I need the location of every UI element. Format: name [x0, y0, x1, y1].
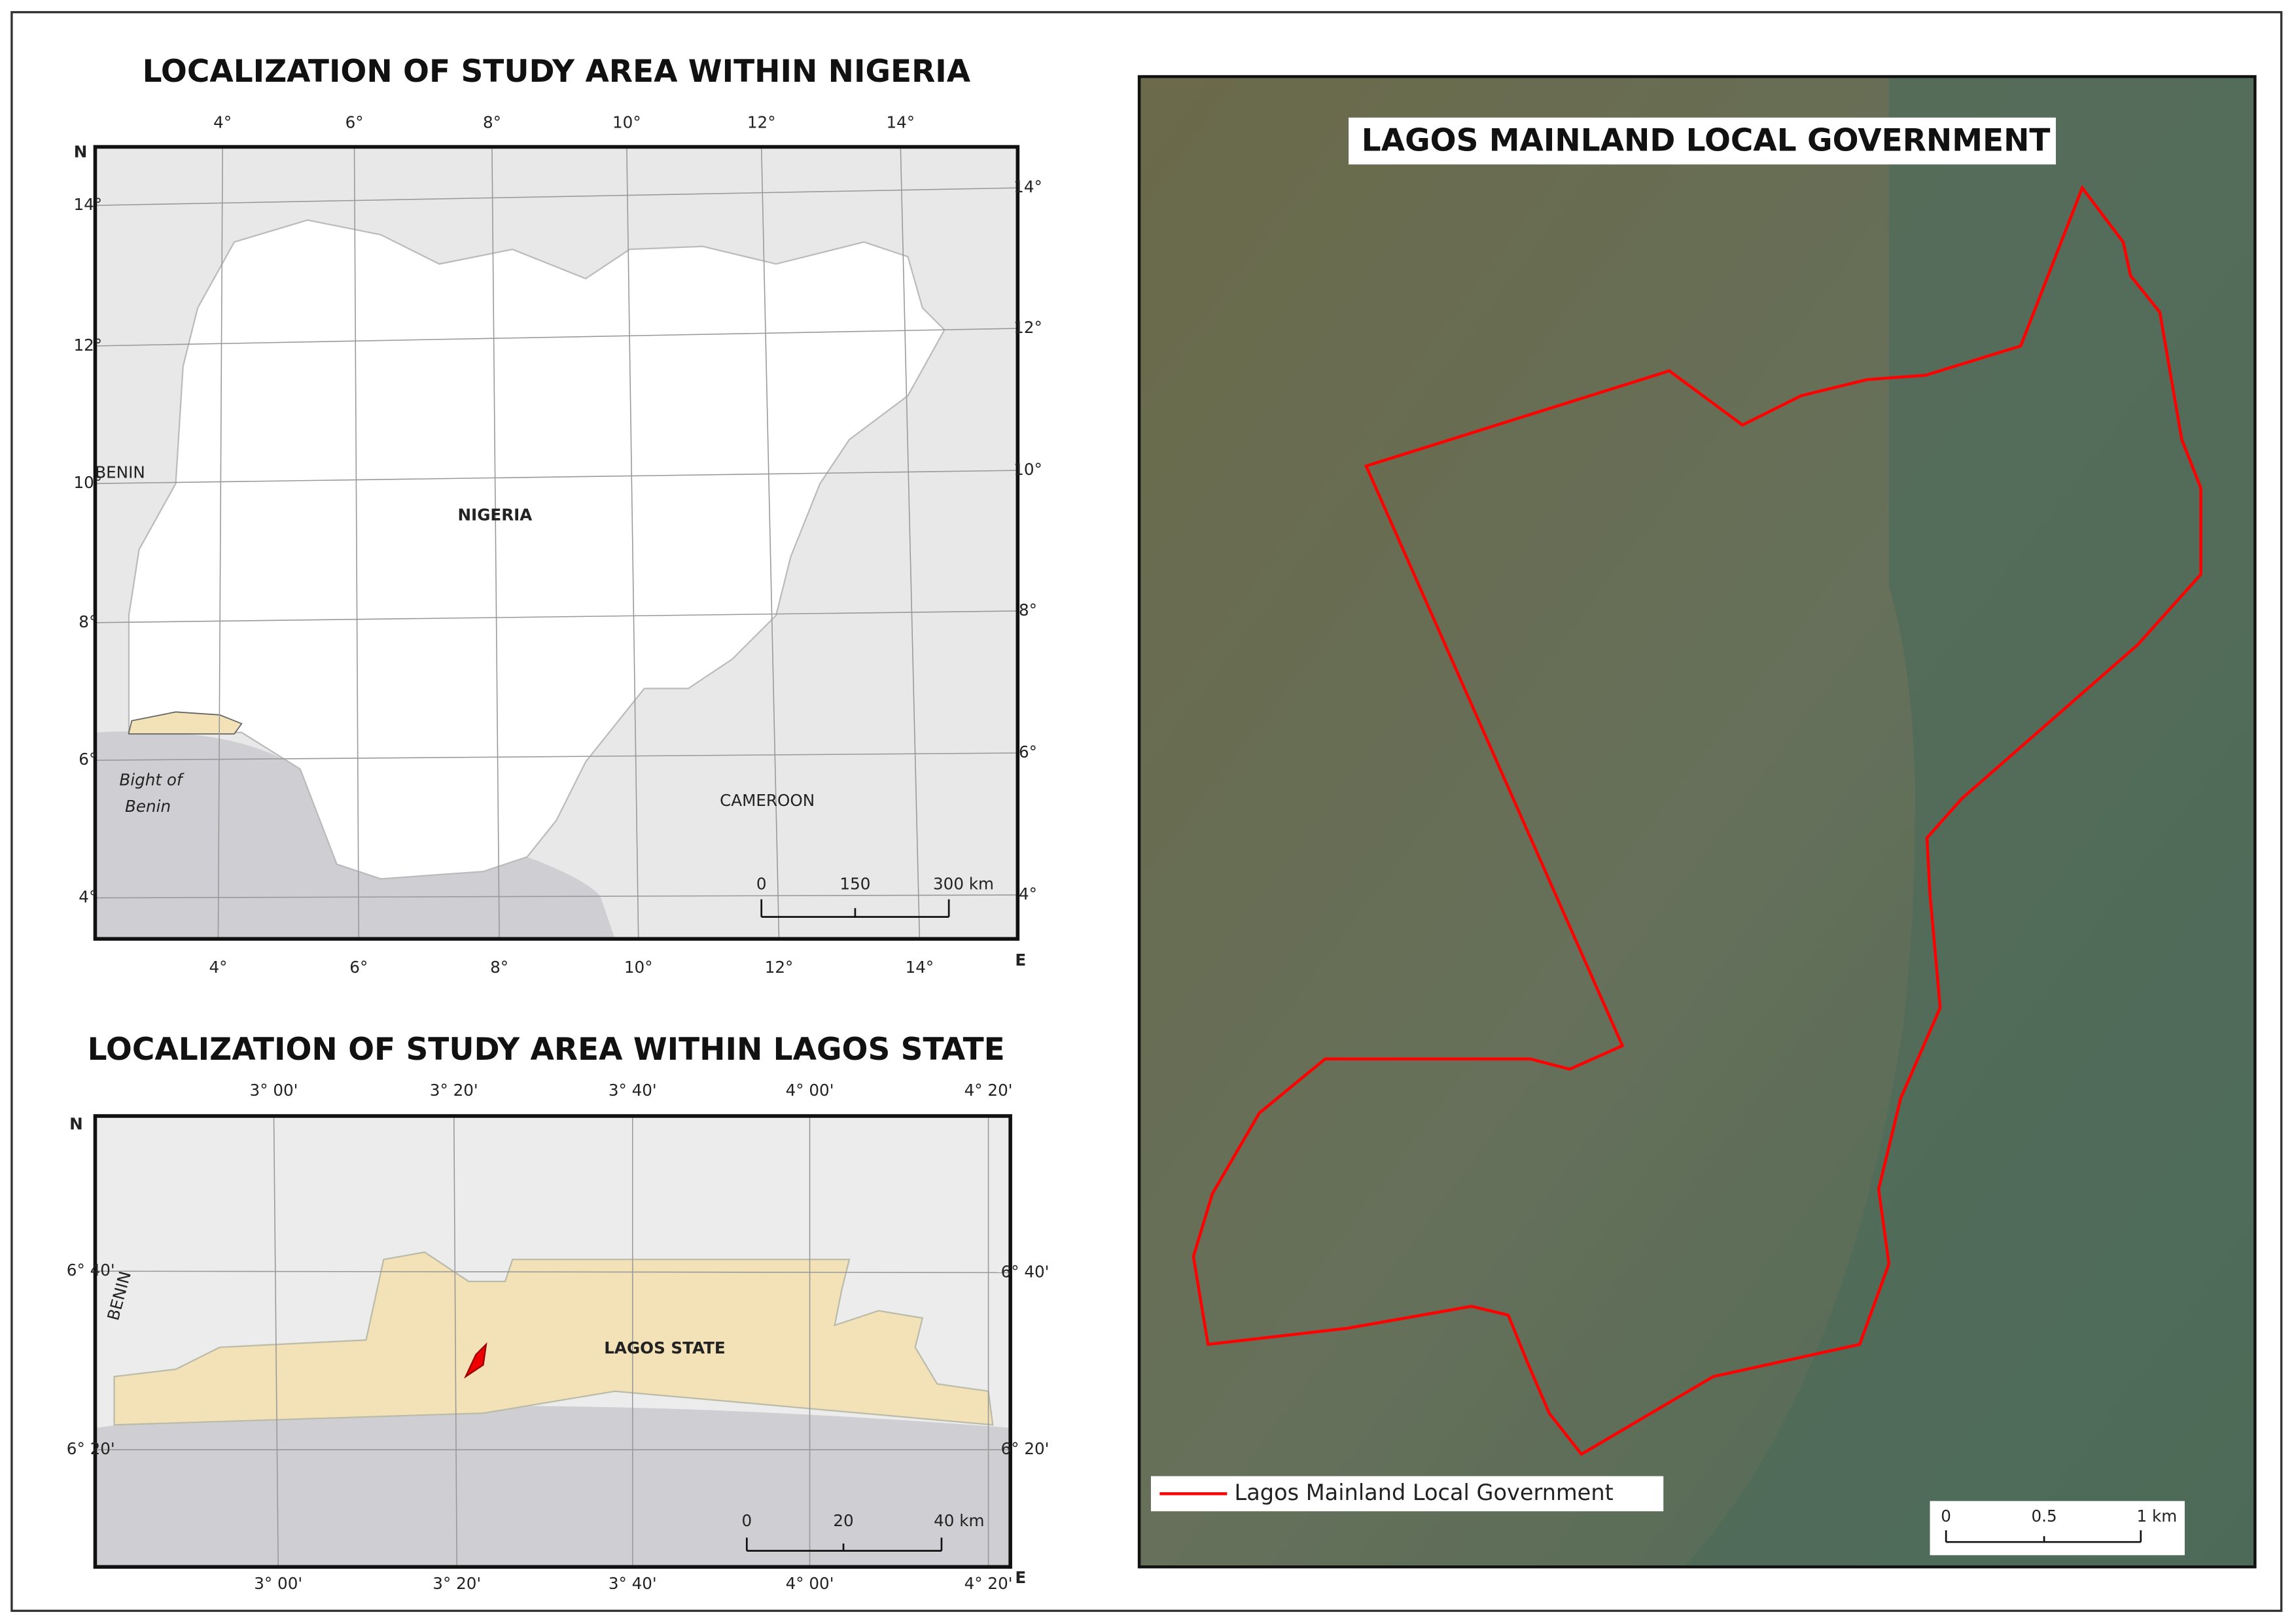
right-tick-label: 12°: [1014, 318, 1042, 337]
scale-label: 20: [833, 1511, 853, 1530]
scale-bar: [760, 899, 950, 918]
bottom-tick-label: 4° 00': [786, 1574, 834, 1593]
right-tick-label: 10°: [1014, 460, 1042, 479]
bight-label: Benin: [125, 797, 171, 816]
right-tick-label: 8°: [1019, 601, 1037, 620]
east-label: E: [1015, 1568, 1026, 1587]
panel-title: LOCALIZATION OF STUDY AREA WITHIN NIGERI…: [143, 54, 971, 90]
panel-title: LOCALIZATION OF STUDY AREA WITHIN LAGOS …: [88, 1032, 1005, 1068]
frame: [93, 1114, 1012, 1569]
top-tick-label: 6°: [345, 113, 364, 132]
top-tick-label: 4°: [213, 113, 232, 132]
scale-label: 1 km: [2137, 1507, 2178, 1526]
right-tick-label: 6° 40': [1001, 1262, 1050, 1281]
lga-boundary: [1192, 184, 2202, 1456]
study-area: [463, 1342, 487, 1379]
left-tick-label: 6°: [79, 750, 97, 769]
bottom-tick-label: 4° 20': [964, 1574, 1013, 1593]
scale-label: 0: [756, 874, 767, 893]
left-tick-label: 6° 20': [67, 1439, 115, 1458]
mainland-panel: [1137, 75, 2257, 1569]
left-tick-label: 10°: [73, 473, 102, 492]
scale-label: 0.5: [2032, 1507, 2057, 1526]
scale-bar: [745, 1537, 943, 1552]
bottom-tick-label: 3° 20': [433, 1574, 481, 1593]
right-tick-label: 6°: [1019, 742, 1037, 761]
north-label: N: [74, 142, 88, 161]
nigeria-land: [128, 219, 945, 880]
bottom-tick-label: 14°: [906, 958, 934, 977]
east-label: E: [1015, 951, 1026, 969]
lagos-highlight: [128, 711, 243, 735]
scale-label: 0: [1941, 1507, 1951, 1526]
bottom-tick-label: 8°: [490, 958, 508, 977]
lagos-panel: [93, 1114, 1012, 1569]
right-tick-label: 6° 20': [1001, 1439, 1050, 1458]
north-label: N: [69, 1114, 83, 1133]
top-tick-label: 4° 00': [786, 1081, 834, 1100]
panel-title: LAGOS MAINLAND LOCAL GOVERNMENT: [1362, 122, 2051, 158]
bottom-tick-label: 10°: [624, 958, 653, 977]
scale-bar: [1945, 1530, 2142, 1543]
top-tick-label: 3° 20': [430, 1081, 478, 1100]
top-tick-label: 4° 20': [964, 1081, 1013, 1100]
left-tick-label: 8°: [79, 612, 97, 631]
bottom-tick-label: 6°: [349, 958, 368, 977]
benin-label: BENIN: [95, 463, 145, 482]
sea: [95, 1406, 1011, 1567]
bottom-tick-label: 3° 40': [609, 1574, 657, 1593]
bottom-tick-label: 3° 00': [254, 1574, 302, 1593]
frame: [93, 145, 1020, 941]
top-tick-label: 10°: [612, 113, 641, 132]
scale-box: [1930, 1501, 2185, 1556]
scale-label: 40 km: [934, 1511, 984, 1530]
scale-label: 300 km: [933, 874, 994, 893]
left-tick-label: 12°: [73, 336, 102, 355]
scale-label: 0: [741, 1511, 752, 1530]
nigeria-panel: [93, 145, 1020, 941]
legend-box: [1150, 1476, 1664, 1512]
bottom-tick-label: 12°: [765, 958, 794, 977]
bight-label: Bight of: [119, 771, 184, 790]
left-tick-label: 4°: [79, 888, 97, 907]
frame: [1137, 75, 2257, 1569]
cameroon-label: CAMEROON: [720, 791, 815, 810]
graticule: [95, 147, 1018, 939]
top-tick-label: 8°: [483, 113, 501, 132]
country-label: NIGERIA: [457, 505, 532, 524]
graticule: [95, 1115, 1011, 1567]
top-tick-label: 14°: [886, 113, 915, 132]
lagos-state: [113, 1251, 994, 1426]
top-tick-label: 3° 40': [609, 1081, 657, 1100]
legend-label: Lagos Mainland Local Government: [1235, 1480, 1614, 1505]
sea: [95, 731, 615, 939]
right-tick-label: 4°: [1019, 884, 1037, 903]
scale-label: 150: [839, 874, 870, 893]
left-tick-label: 14°: [73, 195, 102, 214]
bottom-tick-label: 4°: [209, 958, 227, 977]
top-tick-label: 12°: [747, 113, 776, 132]
top-tick-label: 3° 00': [250, 1081, 298, 1100]
lagoon: [1684, 77, 2255, 1567]
state-label: LAGOS STATE: [604, 1338, 725, 1357]
right-tick-label: 14°: [1014, 177, 1042, 196]
left-tick-label: 6° 40': [67, 1261, 115, 1280]
title-box: [1349, 117, 2056, 165]
